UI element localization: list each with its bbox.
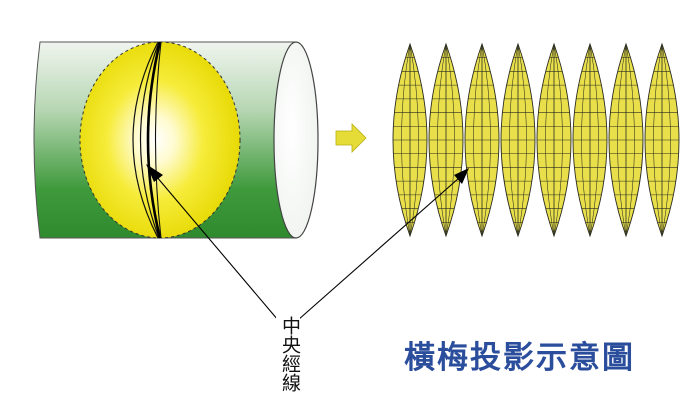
gore-meridian (553, 43, 563, 237)
cylinder-end-cap (273, 41, 319, 239)
globe-meridian-line (139, 41, 160, 239)
globe-central-meridian (146, 41, 162, 239)
gore-meridian (545, 43, 555, 237)
gore (608, 42, 644, 238)
pointer-arrowhead-left (146, 164, 163, 182)
gore-meridian (509, 43, 519, 237)
gore-meridian (625, 43, 635, 237)
globe (79, 41, 241, 239)
gore-meridian (401, 43, 411, 237)
gore-meridian (409, 43, 419, 237)
gore-meridian (517, 43, 527, 237)
diagram-title: 橫梅投影示意圖 (404, 340, 635, 376)
gore (392, 42, 428, 238)
gore (572, 42, 608, 238)
gore-meridian (617, 43, 627, 237)
gore (464, 42, 500, 238)
transform-arrow (335, 123, 367, 153)
gore-meridian (581, 43, 591, 237)
gore-meridian (653, 43, 663, 237)
gore-meridian (589, 43, 599, 237)
gores-group (392, 42, 680, 238)
gore-meridian (661, 43, 671, 237)
pointer-line-left (155, 175, 279, 321)
gore-meridian (473, 43, 483, 237)
globe-meridian-line (154, 41, 162, 239)
gore (428, 42, 464, 238)
pointer-line-right (297, 177, 460, 321)
pointer-arrowhead-right (454, 168, 469, 184)
gore (536, 42, 572, 238)
gore (644, 42, 680, 238)
globe-meridian-line (132, 41, 159, 239)
gore-meridian (437, 43, 447, 237)
gore-meridian (445, 43, 455, 237)
central-meridian-pointers (146, 164, 469, 321)
gore (500, 42, 536, 238)
central-meridian-label: 中央經線 (276, 316, 301, 392)
gore-meridian (481, 43, 491, 237)
globe-sphere (79, 41, 241, 239)
